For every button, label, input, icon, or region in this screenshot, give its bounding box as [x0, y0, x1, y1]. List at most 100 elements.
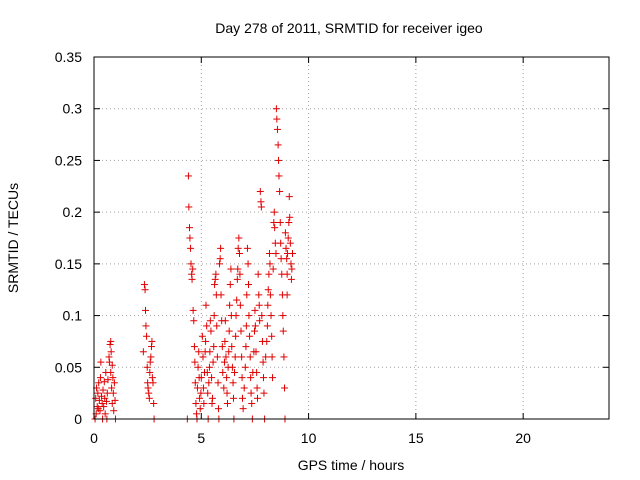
data-point	[273, 115, 281, 123]
data-point	[110, 379, 118, 387]
data-point	[146, 358, 154, 366]
data-point	[211, 275, 219, 283]
data-point	[223, 374, 231, 382]
data-point	[149, 379, 157, 387]
data-point	[210, 312, 218, 320]
data-point	[259, 358, 267, 366]
data-point	[206, 348, 214, 356]
y-axis-label: SRMTID / TECUs	[5, 183, 21, 293]
data-point	[243, 244, 251, 252]
data-point	[245, 312, 253, 320]
data-point	[270, 208, 278, 216]
data-point	[227, 265, 235, 273]
data-point	[281, 229, 289, 237]
data-point	[207, 327, 215, 335]
data-point	[287, 275, 295, 283]
data-point	[219, 368, 227, 376]
data-point	[142, 322, 150, 330]
data-point	[273, 125, 281, 133]
data-point	[148, 374, 156, 382]
y-axis: 0 0.05 0.1 0.15 0.2 0.25 0.3 0.35	[55, 49, 609, 427]
data-point	[232, 312, 240, 320]
data-point	[238, 374, 246, 382]
data-point	[101, 410, 109, 418]
data-point	[108, 361, 116, 369]
data-point	[231, 353, 239, 361]
data-point	[279, 312, 287, 320]
data-point	[226, 281, 234, 289]
data-point	[107, 337, 115, 345]
data-point	[204, 389, 212, 397]
data-point	[260, 374, 268, 382]
data-point	[236, 301, 244, 309]
data-point	[144, 384, 152, 392]
data-point	[142, 306, 149, 314]
data-point	[253, 384, 261, 392]
data-point	[229, 379, 237, 387]
data-point	[192, 399, 200, 407]
data-point	[288, 265, 296, 273]
data-point	[199, 384, 207, 392]
data-point	[288, 250, 296, 258]
x-tick-label: 20	[515, 430, 531, 446]
x-tick-label: 5	[197, 430, 205, 446]
data-point	[99, 386, 107, 394]
data-point	[111, 396, 119, 404]
data-points	[91, 105, 296, 423]
data-point	[92, 394, 100, 402]
y-tick-label: 0.3	[63, 101, 83, 117]
data-point	[263, 322, 271, 330]
data-point	[213, 353, 221, 361]
data-point	[286, 213, 294, 221]
data-point	[189, 265, 197, 273]
data-point	[214, 379, 222, 387]
data-point	[262, 353, 270, 361]
data-point	[287, 260, 295, 268]
y-tick-label: 0.15	[55, 256, 82, 272]
data-point	[252, 348, 260, 356]
data-point	[196, 394, 204, 402]
data-point	[208, 394, 216, 402]
x-axis: 0 5 10 15 20	[90, 57, 531, 446]
data-point	[203, 322, 211, 330]
data-point	[248, 399, 256, 407]
data-point	[222, 353, 230, 361]
data-point	[191, 358, 199, 366]
data-point	[267, 312, 275, 320]
data-point	[223, 389, 231, 397]
data-point	[199, 353, 207, 361]
data-point	[198, 332, 206, 340]
data-point	[283, 255, 291, 263]
data-point	[276, 187, 284, 195]
data-point	[228, 343, 236, 351]
data-point	[238, 353, 246, 361]
chart-title: Day 278 of 2011, SRMTID for receiver ige…	[215, 20, 483, 36]
data-point	[150, 399, 158, 407]
data-point	[272, 105, 280, 113]
data-point	[96, 374, 104, 382]
data-point	[239, 405, 247, 413]
data-point	[139, 348, 147, 356]
data-point	[283, 291, 291, 299]
data-point	[268, 353, 276, 361]
data-point	[243, 291, 251, 299]
data-point	[225, 348, 233, 356]
data-point	[265, 270, 273, 278]
data-point	[246, 353, 254, 361]
data-point	[218, 343, 226, 351]
data-point	[245, 281, 252, 289]
data-point	[95, 379, 103, 387]
plot-frame	[93, 56, 610, 420]
data-point	[141, 286, 149, 294]
data-point	[246, 332, 254, 340]
data-point	[226, 301, 234, 309]
data-point	[203, 368, 211, 376]
data-point	[242, 322, 250, 330]
data-point	[107, 368, 115, 376]
data-point	[247, 374, 255, 382]
data-point	[107, 348, 115, 356]
data-point	[205, 363, 213, 371]
data-point	[191, 379, 199, 387]
data-point	[276, 218, 284, 226]
